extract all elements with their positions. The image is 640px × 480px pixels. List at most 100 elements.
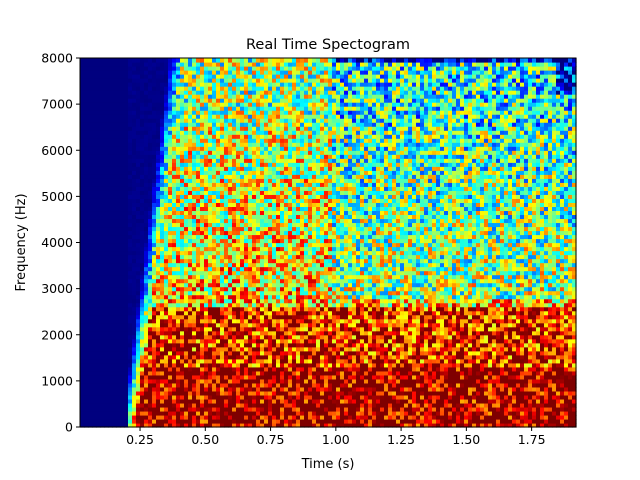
heatmap-cell xyxy=(256,386,261,392)
heatmap-cell xyxy=(80,366,85,372)
heatmap-cell xyxy=(224,278,229,284)
heatmap-cell xyxy=(120,254,125,260)
heatmap-cell xyxy=(132,242,137,248)
heatmap-cell xyxy=(232,202,237,207)
heatmap-cell xyxy=(256,126,261,131)
heatmap-cell xyxy=(144,102,149,107)
heatmap-cell xyxy=(164,382,169,388)
heatmap-cell xyxy=(80,274,85,280)
heatmap-cell xyxy=(220,238,225,244)
heatmap-cell xyxy=(244,230,249,236)
heatmap-cell xyxy=(180,418,185,424)
heatmap-cell xyxy=(176,58,181,63)
heatmap-cell xyxy=(264,90,269,95)
heatmap-cell xyxy=(108,178,113,183)
heatmap-cell xyxy=(180,362,185,368)
heatmap-cell xyxy=(148,366,153,372)
heatmap-cell xyxy=(128,158,133,163)
heatmap-cell xyxy=(108,114,113,119)
heatmap-cell xyxy=(208,78,213,83)
heatmap-cell xyxy=(276,102,281,107)
heatmap-cell xyxy=(100,114,105,119)
heatmap-cell xyxy=(172,338,177,344)
heatmap-cell xyxy=(140,290,145,296)
heatmap-cell xyxy=(236,258,241,264)
heatmap-cell xyxy=(236,146,241,151)
heatmap-cell xyxy=(180,278,185,284)
heatmap-cell xyxy=(172,410,177,416)
heatmap-cell xyxy=(280,354,285,360)
heatmap-cell xyxy=(224,118,229,123)
heatmap-cell xyxy=(280,114,285,119)
heatmap-cell xyxy=(240,286,245,292)
heatmap-cell xyxy=(280,386,285,392)
heatmap-cell xyxy=(212,202,217,207)
heatmap-cell xyxy=(208,134,213,139)
heatmap-cell xyxy=(188,346,193,352)
heatmap-cell xyxy=(168,90,173,95)
heatmap-cell xyxy=(180,366,185,372)
heatmap-cell xyxy=(280,378,285,384)
heatmap-cell xyxy=(272,102,277,107)
heatmap-cell xyxy=(88,346,93,352)
heatmap-cell xyxy=(116,158,121,163)
heatmap-cell xyxy=(244,98,249,103)
heatmap-cell xyxy=(212,174,217,179)
heatmap-cell xyxy=(96,402,101,408)
heatmap-cell xyxy=(168,386,173,392)
heatmap-cell xyxy=(280,170,285,175)
heatmap-cell xyxy=(152,262,157,268)
heatmap-cell xyxy=(88,302,93,308)
heatmap-cell xyxy=(172,210,177,216)
heatmap-cell xyxy=(296,410,301,416)
heatmap-cell xyxy=(148,186,153,191)
heatmap-cell xyxy=(112,166,117,171)
heatmap-cell xyxy=(296,326,301,332)
heatmap-cell xyxy=(160,246,165,252)
heatmap-cell xyxy=(172,386,177,392)
heatmap-cell xyxy=(80,70,85,75)
heatmap-cell xyxy=(212,114,217,119)
heatmap-cell xyxy=(212,86,217,91)
heatmap-cell xyxy=(272,94,277,99)
heatmap-cell xyxy=(132,62,137,67)
heatmap-cell xyxy=(80,338,85,344)
heatmap-cell xyxy=(152,278,157,284)
heatmap-cell xyxy=(280,102,285,107)
heatmap-cell xyxy=(212,338,217,344)
heatmap-cell xyxy=(144,94,149,99)
heatmap-cell xyxy=(128,206,133,212)
heatmap-cell xyxy=(124,134,129,139)
heatmap-cell xyxy=(156,222,161,228)
heatmap-cell xyxy=(160,406,165,412)
heatmap-cell xyxy=(160,338,165,344)
heatmap-cell xyxy=(148,122,153,127)
heatmap-cell xyxy=(276,246,281,252)
heatmap-cell xyxy=(228,66,233,71)
heatmap-cell xyxy=(140,270,145,276)
heatmap-cell xyxy=(184,114,189,119)
heatmap-cell xyxy=(188,242,193,248)
heatmap-cell xyxy=(156,306,161,312)
heatmap-cell xyxy=(176,154,181,159)
heatmap-cell xyxy=(132,338,137,344)
heatmap-cell xyxy=(244,66,249,71)
heatmap-cell xyxy=(140,166,145,171)
heatmap-cell xyxy=(84,290,89,296)
heatmap-cell xyxy=(192,106,197,111)
heatmap-cell xyxy=(156,122,161,127)
heatmap-cell xyxy=(220,78,225,83)
heatmap-cell xyxy=(260,126,265,131)
heatmap-cell xyxy=(80,130,85,135)
heatmap-cell xyxy=(216,390,221,396)
heatmap-cell xyxy=(92,270,97,276)
heatmap-cell xyxy=(272,298,277,304)
heatmap-cell xyxy=(152,134,157,139)
heatmap-cell xyxy=(184,162,189,167)
heatmap-cell xyxy=(88,190,93,195)
heatmap-cell xyxy=(184,410,189,416)
heatmap-cell xyxy=(100,58,105,63)
heatmap-cell xyxy=(248,214,253,220)
heatmap-cell xyxy=(216,222,221,228)
heatmap-cell xyxy=(156,150,161,155)
